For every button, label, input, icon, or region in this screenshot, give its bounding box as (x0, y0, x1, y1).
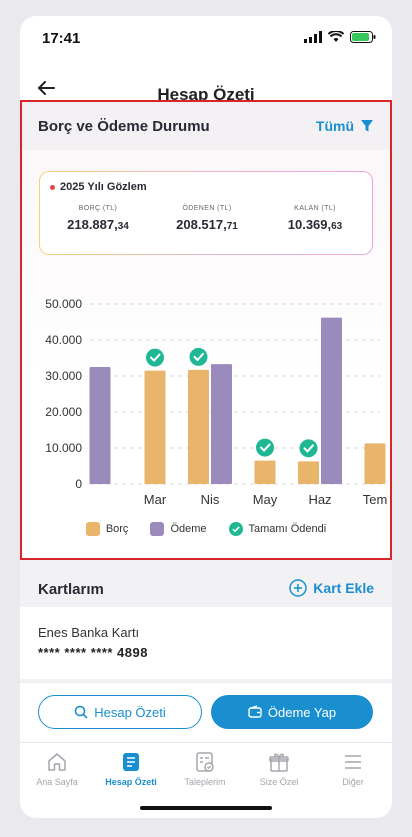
check-circle-icon (228, 522, 243, 536)
bar-borc-nis (188, 369, 209, 484)
status-bar: 17:41 (20, 16, 392, 60)
y-tick-label: 40.000 (45, 333, 82, 347)
account-summary-button[interactable]: Hesap Özeti (38, 695, 202, 729)
battery-icon (350, 31, 376, 43)
bar-borc-mar (144, 370, 166, 484)
summary-debt-label: BORÇ (TL) (78, 205, 118, 212)
summary-remaining: KALAN (TL) 10.369,63 (260, 205, 370, 232)
paid-check-icon (189, 347, 208, 366)
legend-odeme: Ödeme (150, 522, 207, 536)
tab-account-summary[interactable]: Hesap Özeti (94, 751, 168, 787)
action-bar: Hesap Özeti Ödeme Yap (20, 682, 392, 742)
page-title: Hesap Özeti (157, 85, 255, 104)
bar-odeme-feb (89, 367, 111, 484)
card-header: Borç ve Ödeme Durumu Tümü (22, 102, 390, 150)
menu-icon (345, 755, 361, 769)
status-time: 17:41 (42, 30, 81, 47)
legend-borc: Borç (85, 522, 128, 536)
add-card-button[interactable]: Kart Ekle (289, 579, 374, 597)
filter-button[interactable]: Tümü (316, 118, 374, 134)
paid-check-icon (256, 438, 274, 457)
legend-paid: Tamamı Ödendi (228, 522, 326, 536)
x-tick-label: Tem (363, 492, 388, 507)
status-icons (304, 31, 376, 43)
legend-borc-swatch (85, 522, 100, 536)
home-icon (48, 753, 66, 771)
paid-check-mark (260, 443, 271, 453)
tab-requests-label: Taleplerim (184, 777, 226, 787)
tab-more[interactable]: Diğer (316, 751, 390, 787)
summary-paid-value: 208.517,71 (176, 217, 238, 232)
phone-screen: 17:41 Hesap Özeti Borç ve Ödem (20, 16, 392, 818)
make-payment-label: Ödeme Yap (267, 704, 337, 720)
summary-paid: ÖDENEN (TL) 208.517,71 (152, 205, 262, 232)
plus-circle-icon (289, 579, 308, 597)
wallet-icon (248, 705, 262, 718)
statement-icon (123, 753, 139, 771)
account-summary-label: Hesap Özeti (94, 704, 166, 720)
summary-debt-value: 218.887,34 (67, 217, 129, 232)
home-indicator (140, 806, 272, 810)
back-arrow-icon[interactable] (34, 76, 58, 100)
search-icon (74, 705, 88, 719)
x-tick-label: May (253, 492, 278, 507)
tab-for-you[interactable]: Size Özel (242, 751, 316, 787)
filter-icon (361, 120, 373, 132)
tab-home-label: Ana Sayfa (36, 777, 78, 787)
tab-home[interactable]: Ana Sayfa (20, 751, 94, 787)
y-tick-label: 0 (75, 477, 82, 491)
debt-payment-card: Borç ve Ödeme Durumu Tümü 2025 Yılı Gözl… (20, 100, 392, 560)
x-tick-label: Haz (308, 492, 331, 507)
paid-check-icon (299, 439, 318, 458)
summary-remaining-value: 10.369,63 (287, 217, 343, 232)
add-card-label: Kart Ekle (313, 580, 374, 596)
tab-for-you-label: Size Özel (259, 777, 299, 787)
bar-borc-haz (298, 461, 319, 484)
tab-more-label: Diğer (342, 777, 364, 787)
card-title: Borç ve Ödeme Durumu (38, 118, 210, 135)
card-name: Enes Banka Kartı (38, 625, 140, 640)
summary-paid-label: ÖDENEN (TL) (182, 205, 232, 212)
bar-borc-tem (364, 443, 386, 484)
requests-icon (196, 752, 214, 772)
bottom-tab-bar: Ana Sayfa Hesap Özeti Taleplerim Size (20, 742, 392, 818)
bar-odeme-nis (211, 364, 232, 484)
chart-legend: Borç Ödeme Tamamı Ödendi (22, 522, 390, 536)
paid-check-mark (150, 353, 161, 363)
tab-account-summary-label: Hesap Özeti (105, 777, 157, 787)
bank-card-item[interactable]: Enes Banka Kartı **** **** **** 4898 (20, 607, 392, 679)
signal-icon (304, 31, 322, 43)
bar-chart: 50.000 40.000 30.000 20.000 10.000 0 Mar Nis May… (45, 297, 388, 507)
make-payment-button[interactable]: Ödeme Yap (211, 695, 373, 729)
summary-title: 2025 Yılı Gözlem (60, 181, 147, 193)
tab-requests[interactable]: Taleplerim (168, 751, 242, 787)
red-dot-icon (50, 184, 55, 190)
x-tick-label: Mar (144, 492, 167, 507)
gift-icon (269, 753, 289, 772)
paid-check-icon (146, 348, 164, 367)
bar-odeme-haz (321, 317, 342, 484)
year-summary-box: 2025 Yılı Gözlem BORÇ (TL) 218.887,34 ÖD… (39, 171, 373, 255)
wifi-icon (328, 31, 344, 42)
y-tick-label: 20.000 (45, 405, 82, 419)
x-tick-label: Nis (201, 492, 220, 507)
cards-title: Kartlarım (38, 581, 104, 598)
y-tick-label: 30.000 (45, 369, 82, 383)
bar-borc-may (254, 460, 276, 484)
cards-section-header: Kartlarım Kart Ekle (20, 572, 392, 608)
paid-check-mark (303, 444, 314, 453)
legend-odeme-swatch (150, 522, 165, 536)
summary-remaining-label: KALAN (TL) (294, 205, 336, 212)
summary-debt: BORÇ (TL) 218.887,34 (43, 205, 153, 232)
filter-label: Tümü (315, 118, 354, 134)
paid-check-mark (193, 352, 204, 362)
y-tick-label: 50.000 (45, 297, 82, 311)
y-tick-label: 10.000 (45, 441, 82, 455)
summary-label: 2025 Yılı Gözlem (50, 181, 147, 193)
card-number: **** **** **** 4898 (38, 645, 148, 660)
